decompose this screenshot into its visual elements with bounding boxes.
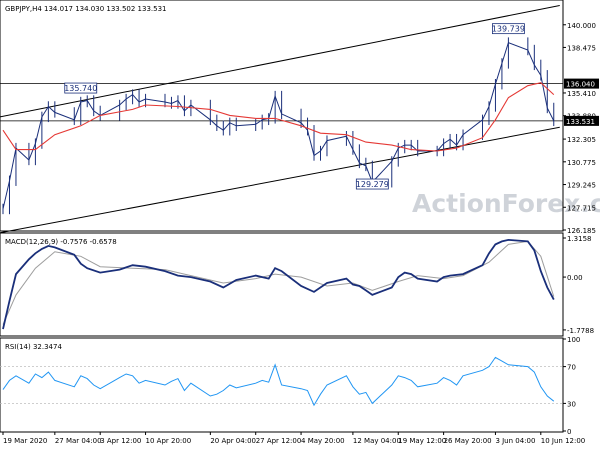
price-tick-label: 130.775 bbox=[567, 159, 596, 167]
annotation-box bbox=[355, 178, 389, 190]
price-tag-box bbox=[564, 115, 599, 126]
rsi-y-axis: 100 70 30 0 bbox=[563, 336, 580, 436]
rsi-tick-label: 100 bbox=[567, 336, 580, 344]
price-tick-label: 127.715 bbox=[567, 204, 596, 212]
macd-tick-label: 1.3158 bbox=[567, 235, 592, 243]
rsi-panel: RSI(14) 32.3474 100 70 30 0 bbox=[0, 336, 580, 436]
time-tick-label: 4 May 20:00 bbox=[301, 437, 345, 445]
macd-series bbox=[2, 238, 555, 330]
time-tick-label: 27 Apr 12:00 bbox=[256, 437, 302, 445]
price-title: GBPJPY,H4 134.017 134.030 133.502 133.53… bbox=[5, 5, 167, 13]
annotation-label: 139.739 bbox=[492, 25, 525, 34]
rsi-panel-frame bbox=[0, 337, 564, 433]
price-tick-label: 132.305 bbox=[567, 136, 596, 144]
price-tag: 133.531 bbox=[564, 115, 599, 126]
price-annotations: 135.740 139.739 129.279 bbox=[64, 23, 525, 190]
price-tick-label: 135.410 bbox=[567, 90, 596, 98]
price-tag-label: 136.040 bbox=[566, 81, 595, 89]
time-axis: 19 Mar 2020 27 Mar 04:003 Apr 12:00 10 Apr… bbox=[2, 432, 585, 445]
time-tick-label: 27 Mar 04:00 bbox=[55, 437, 102, 445]
annotation-label: 135.740 bbox=[64, 84, 97, 93]
annotation-box bbox=[492, 23, 525, 35]
time-tick-label: 20 Apr 04:00 bbox=[210, 437, 256, 445]
rsi-tick-label: 30 bbox=[567, 400, 576, 408]
moving-average-series bbox=[2, 82, 555, 152]
rsi-tick-label: 0 bbox=[567, 428, 571, 436]
price-tag-box bbox=[564, 78, 599, 89]
macd-signal-line bbox=[2, 240, 555, 325]
price-close-line bbox=[2, 41, 555, 210]
macd-title: MACD(12,26,9) -0.7576 -0.6578 bbox=[5, 238, 117, 246]
time-tick-label: 12 May 04:00 bbox=[353, 437, 401, 445]
annotation-box bbox=[64, 82, 98, 94]
watermark: ActionForex.com bbox=[412, 189, 600, 218]
price-panel: GBPJPY,H4 134.017 134.030 133.502 133.53… bbox=[0, 0, 599, 235]
time-tick-label: 3 Apr 12:00 bbox=[100, 437, 141, 445]
macd-panel: MACD(12,26,9) -0.7576 -0.6578 1.3158 0.00… bbox=[0, 232, 594, 337]
price-tags: 136.040 133.531 bbox=[564, 78, 599, 126]
price-annotation: 135.740 bbox=[64, 82, 98, 94]
time-tick-label: 3 Jun 04:00 bbox=[495, 437, 535, 445]
rsi-tick-label: 70 bbox=[567, 364, 576, 372]
price-annotation: 129.279 bbox=[355, 178, 389, 190]
time-tick-label: 10 Jun 12:00 bbox=[541, 437, 585, 445]
price-tick-label: 129.245 bbox=[567, 182, 596, 190]
price-tick-label: 138.475 bbox=[567, 44, 596, 52]
macd-line bbox=[2, 238, 555, 330]
price-tick-label: 140.000 bbox=[567, 22, 596, 30]
rsi-title: RSI(14) 32.3474 bbox=[5, 343, 62, 351]
macd-tick-label: 0.00 bbox=[567, 274, 583, 282]
moving-average-line bbox=[2, 82, 555, 152]
macd-tick-label: -1.7788 bbox=[567, 327, 594, 335]
rsi-series bbox=[0, 356, 563, 407]
rsi-line bbox=[2, 356, 555, 407]
price-tag-label: 133.531 bbox=[566, 118, 595, 126]
macd-y-axis: 1.3158 0.00 -1.7788 bbox=[563, 235, 594, 335]
annotation-label: 129.279 bbox=[356, 180, 389, 189]
time-tick-label: 19 May 12:00 bbox=[398, 437, 446, 445]
channel-line bbox=[0, 126, 560, 234]
price-tag: 136.040 bbox=[564, 78, 599, 89]
price-annotation: 139.739 bbox=[492, 23, 525, 35]
macd-panel-frame bbox=[0, 232, 564, 337]
price-series bbox=[2, 37, 555, 215]
time-tick-label: 19 Mar 2020 bbox=[3, 437, 47, 445]
time-tick-label: 10 Apr 20:00 bbox=[146, 437, 192, 445]
price-tick-label: 126.185 bbox=[567, 227, 596, 235]
time-tick-label: 26 May 20:00 bbox=[444, 437, 492, 445]
